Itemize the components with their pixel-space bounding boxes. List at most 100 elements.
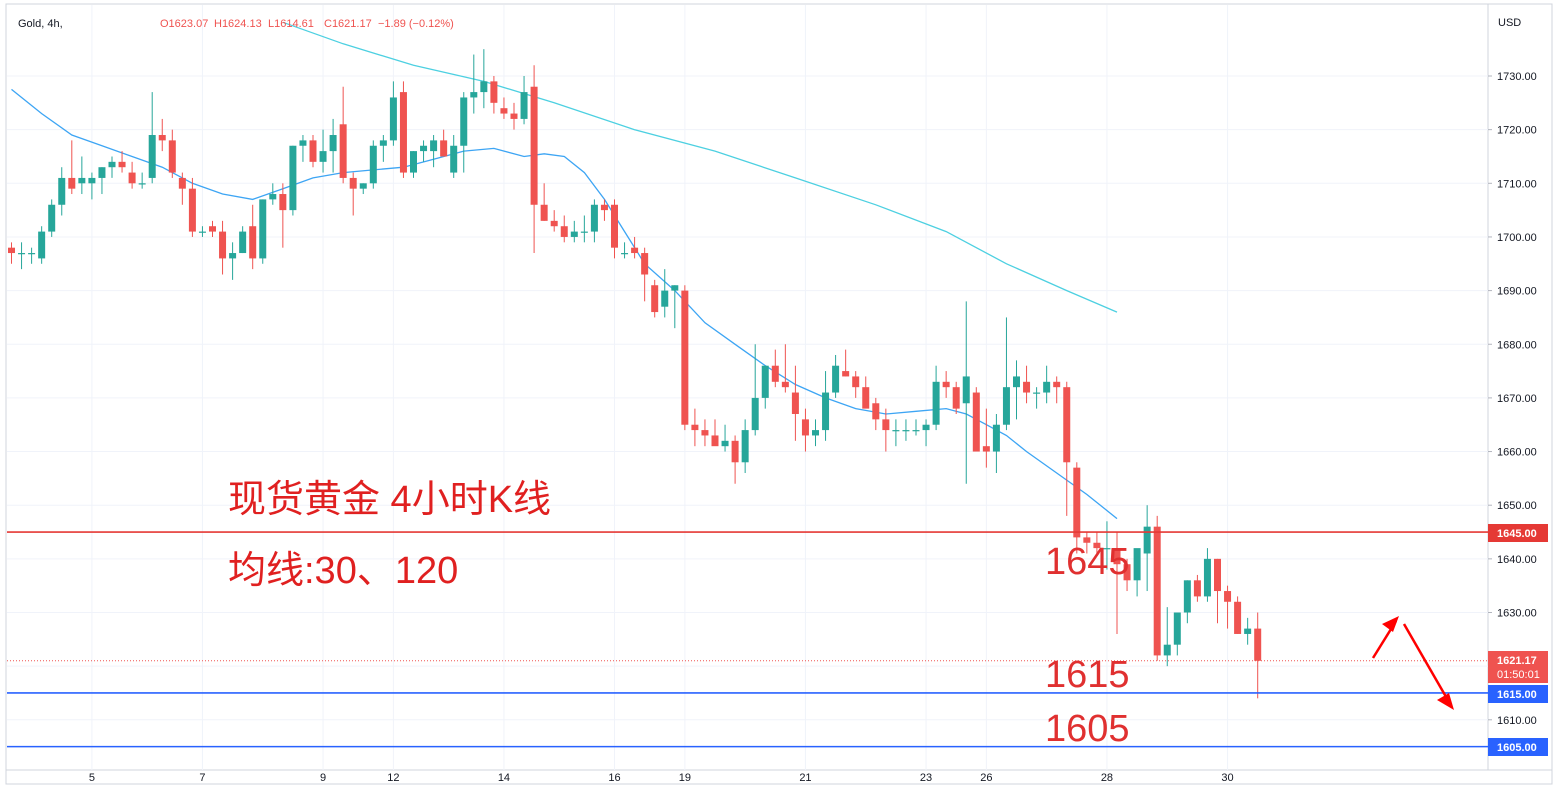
candle-body xyxy=(420,145,428,152)
candle-9 xyxy=(98,167,106,195)
candle-40 xyxy=(410,151,417,178)
candle-35 xyxy=(359,183,367,195)
candle-body xyxy=(490,81,498,103)
ytick-label-1610: 1610.00 xyxy=(1497,715,1537,727)
candle-body xyxy=(771,365,779,382)
candle-37 xyxy=(379,135,387,162)
candle-36 xyxy=(369,140,377,189)
candle-49 xyxy=(500,97,508,119)
xtick-label-30: 30 xyxy=(1221,772,1233,784)
forecast-arrows xyxy=(1371,616,1454,710)
candle-body xyxy=(681,290,689,425)
moving-averages xyxy=(11,21,1118,520)
candle-body xyxy=(239,231,247,254)
candle-body xyxy=(1013,376,1020,388)
candle-114 xyxy=(1153,515,1161,661)
candle-body xyxy=(902,430,910,432)
candle-111 xyxy=(1123,558,1131,592)
candle-body xyxy=(349,177,357,189)
arrow-up-icon xyxy=(1382,616,1399,632)
candle-71 xyxy=(721,424,729,452)
current-price-value: 1621.17 xyxy=(1497,655,1537,667)
candle-62 xyxy=(631,236,639,259)
candle-body xyxy=(359,183,367,189)
candle-body xyxy=(299,140,307,146)
candle-87 xyxy=(882,408,890,452)
candle-body xyxy=(48,204,56,232)
candle-body xyxy=(751,397,759,431)
candle-body xyxy=(410,151,417,173)
horizontal-levels xyxy=(7,531,1488,748)
candle-body xyxy=(942,381,950,388)
candle-27 xyxy=(279,183,287,248)
candle-50 xyxy=(510,102,518,130)
candle-12 xyxy=(128,161,136,189)
candle-98 xyxy=(992,413,1000,474)
candle-body xyxy=(1123,564,1131,581)
candle-2 xyxy=(28,247,36,264)
overlay-subtitle: 均线:30、120 xyxy=(228,550,458,592)
candle-61 xyxy=(621,242,629,259)
ytick-label-1650: 1650.00 xyxy=(1497,500,1537,512)
candle-body xyxy=(651,285,659,313)
candle-body xyxy=(912,430,920,432)
candle-119 xyxy=(1203,548,1211,602)
candle-7 xyxy=(78,156,86,195)
candle-19 xyxy=(198,226,206,237)
candle-body xyxy=(158,135,166,141)
candle-body xyxy=(892,430,900,432)
candle-body xyxy=(600,204,608,211)
candle-80 xyxy=(812,419,819,447)
candle-body xyxy=(832,365,840,393)
candle-body xyxy=(148,135,156,178)
ohlc-header: Gold, 4h, O1623.07 H1624.13 L1614.61 C16… xyxy=(18,18,454,30)
candle-70 xyxy=(711,419,719,447)
candle-120 xyxy=(1214,558,1221,624)
candle-39 xyxy=(399,81,407,178)
candle-body xyxy=(590,204,598,232)
candle-38 xyxy=(389,81,397,146)
candle-body xyxy=(550,220,558,227)
candle-body xyxy=(339,124,347,178)
candle-10 xyxy=(108,156,116,178)
candle-59 xyxy=(600,199,608,221)
candle-body xyxy=(671,285,679,291)
candle-44 xyxy=(450,135,458,178)
candle-body xyxy=(1193,580,1201,597)
candle-body xyxy=(178,177,186,189)
candle-65 xyxy=(661,269,669,318)
level-label-1645: 1645 xyxy=(1045,541,1130,583)
candle-body xyxy=(852,376,860,388)
candle-66 xyxy=(671,285,679,329)
candle-45 xyxy=(460,92,468,173)
candle-body xyxy=(801,419,809,436)
candle-60 xyxy=(611,199,618,259)
candle-74 xyxy=(751,344,759,436)
candle-body xyxy=(450,145,458,173)
candle-body xyxy=(570,231,578,237)
candle-body xyxy=(1173,612,1181,645)
xtick-label-26: 26 xyxy=(980,772,992,784)
candle-96 xyxy=(972,387,980,452)
candle-body xyxy=(128,172,136,184)
candle-body xyxy=(1224,591,1232,602)
candle-72 xyxy=(731,435,739,484)
candle-52 xyxy=(530,65,538,254)
candle-78 xyxy=(791,365,799,441)
candle-body xyxy=(1153,526,1161,656)
candle-body xyxy=(731,440,739,463)
ytick-label-1640: 1640.00 xyxy=(1497,554,1537,566)
candle-106 xyxy=(1073,462,1081,554)
candle-73 xyxy=(741,419,749,474)
candle-121 xyxy=(1224,585,1232,629)
candle-95 xyxy=(962,301,970,484)
candle-body xyxy=(1214,558,1221,592)
candle-body xyxy=(1043,381,1051,393)
candle-47 xyxy=(480,49,488,109)
candle-body xyxy=(98,167,106,178)
xtick-label-28: 28 xyxy=(1101,772,1113,784)
candle-116 xyxy=(1173,612,1181,656)
